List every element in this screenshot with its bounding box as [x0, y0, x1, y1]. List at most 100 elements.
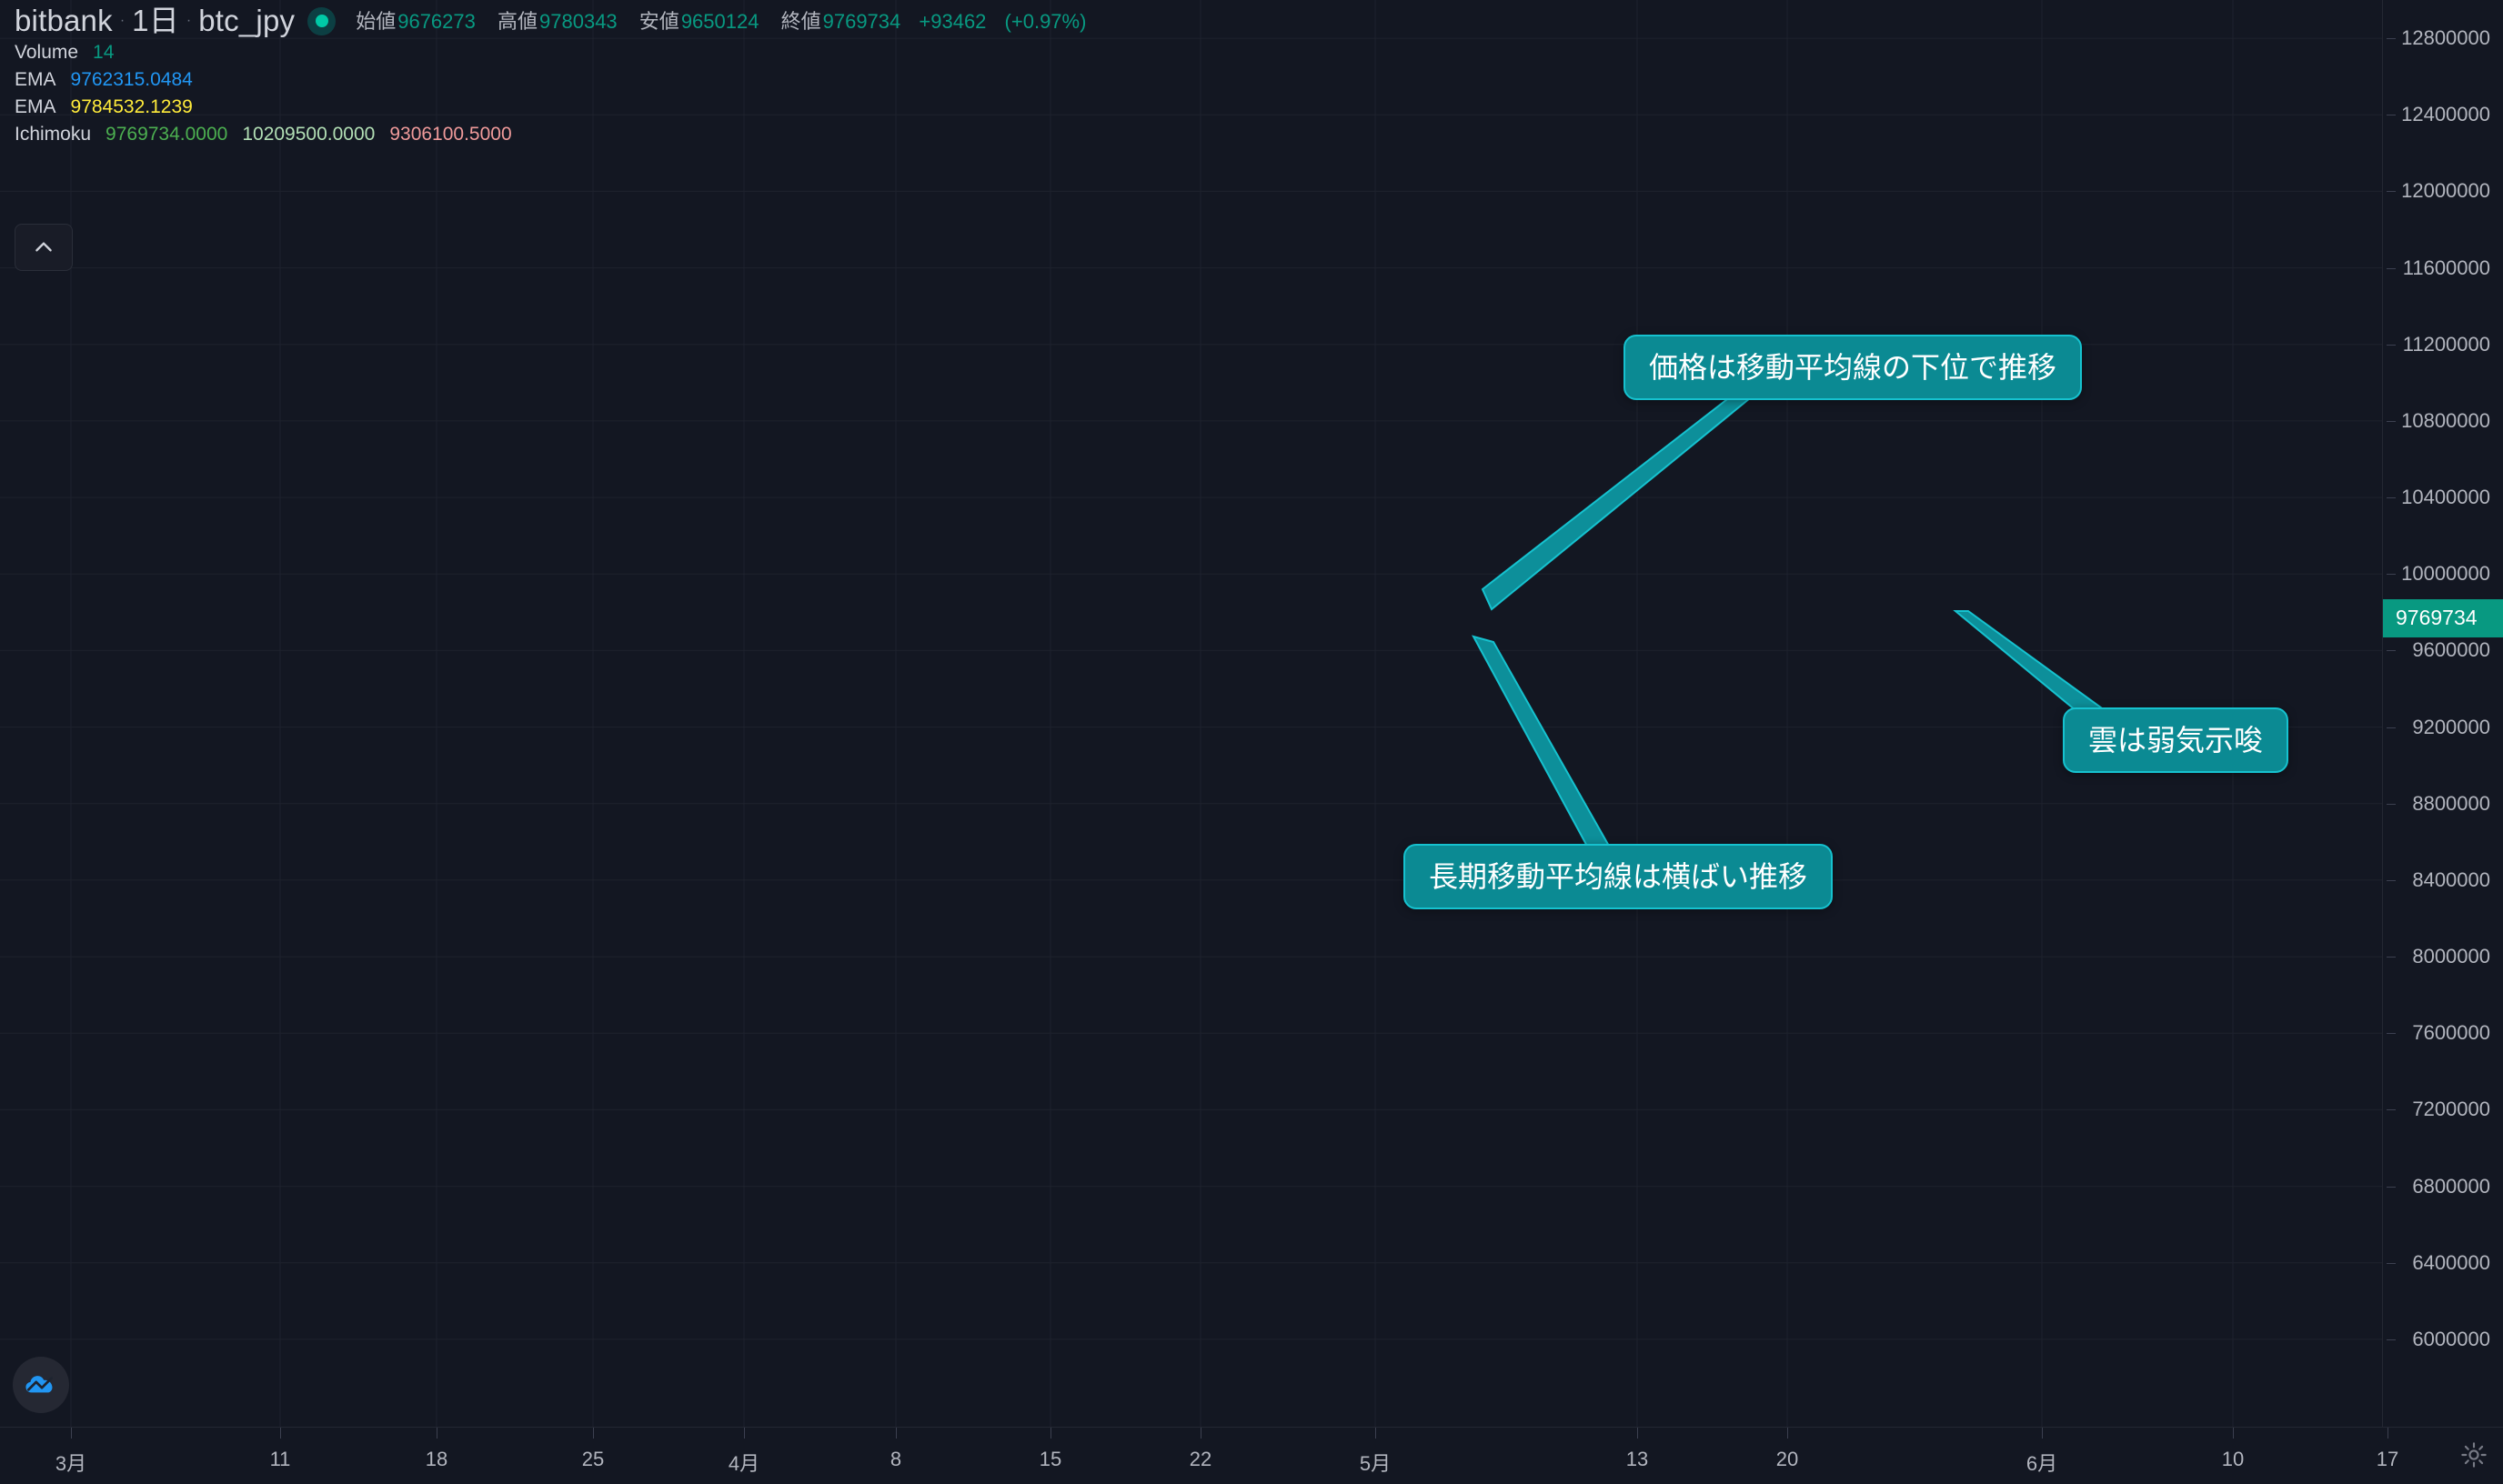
- price-axis-label: 6400000: [2412, 1250, 2490, 1274]
- time-axis[interactable]: 3月 11 18 25 4月 8 15 22 5月 13 20 6月 10 17: [0, 1427, 2503, 1484]
- indicator-name: EMA: [15, 68, 56, 90]
- high-label: 高値: [498, 9, 538, 33]
- price-axis-tick: [2387, 650, 2396, 652]
- indicator-row-volume-0[interactable]: Volume 14: [15, 41, 1086, 63]
- price-axis-tick: [2387, 879, 2396, 881]
- price-axis-tick: [2387, 38, 2396, 40]
- price-axis-tick: [2387, 957, 2396, 958]
- callout-leader-2: [1472, 635, 1612, 853]
- price-axis-label: 10400000: [2401, 486, 2490, 509]
- chart-plot-area[interactable]: [0, 0, 2383, 1428]
- price-axis-label: 10000000: [2401, 562, 2490, 586]
- indicator-name: Volume: [15, 41, 79, 63]
- price-axis-tick: [2387, 1262, 2396, 1264]
- time-axis-tick: [593, 1428, 594, 1439]
- price-axis-tick: [2387, 267, 2396, 269]
- chart-legend: bitbank · 1日 · btc_jpy 始値9676273 高値97803…: [15, 5, 1086, 152]
- change-value: +93462: [919, 9, 987, 33]
- indicator-value-0: 14: [93, 41, 115, 63]
- current-price-badge[interactable]: 9769734: [2383, 598, 2503, 637]
- time-axis-label: 20: [1775, 1448, 1799, 1470]
- legend-collapse-button[interactable]: [15, 224, 73, 271]
- time-axis-tick: [2387, 1428, 2388, 1439]
- gear-icon[interactable]: [2459, 1440, 2488, 1469]
- indicator-name: Ichimoku: [15, 123, 92, 145]
- exchange-name[interactable]: bitbank: [15, 4, 113, 37]
- ohlc-values: 始値9676273 高値9780343 安値9650124 終値9769734 …: [356, 11, 1086, 32]
- legend-separator-1: ·: [119, 12, 126, 28]
- time-axis-label: 25: [581, 1448, 605, 1470]
- high-value: 9780343: [539, 9, 618, 33]
- indicator-row-ichimoku-3[interactable]: Ichimoku 9769734.0000 10209500.0000 9306100…: [15, 123, 1086, 145]
- time-axis-tick: [1050, 1428, 1051, 1439]
- change-percent: (+0.97%): [1004, 9, 1087, 33]
- price-axis-tick: [2387, 191, 2396, 193]
- annotation-price-below-ma: 価格は移動平均線の下位で推移: [1623, 335, 2083, 400]
- legend-separator-2: ·: [186, 12, 192, 28]
- time-axis-tick: [280, 1428, 281, 1439]
- time-axis-tick: [744, 1428, 745, 1439]
- time-axis-tick: [71, 1428, 72, 1439]
- time-axis-label: 13: [1625, 1448, 1649, 1470]
- price-axis-label: 9200000: [2412, 715, 2490, 738]
- price-axis-label: 10800000: [2401, 408, 2490, 432]
- time-axis-tick: [1637, 1428, 1638, 1439]
- price-axis-label: 7200000: [2412, 1098, 2490, 1121]
- time-axis-label: 22: [1189, 1448, 1212, 1470]
- indicator-row-ema-2[interactable]: EMA 9784532.1239: [15, 95, 1086, 117]
- interval-label[interactable]: 1日: [132, 4, 179, 37]
- indicator-value-0: 9784532.1239: [70, 95, 193, 117]
- open-label: 始値: [356, 9, 397, 33]
- indicator-value-1: 10209500.0000: [242, 123, 376, 145]
- time-axis-label: 3月: [55, 1452, 87, 1475]
- price-axis-tick: [2387, 1186, 2396, 1188]
- time-axis-tick: [1375, 1428, 1376, 1439]
- close-label: 終値: [780, 9, 821, 33]
- indicator-name: EMA: [15, 95, 56, 117]
- price-axis-tick: [2387, 803, 2396, 805]
- price-axis-tick: [2387, 1109, 2396, 1111]
- indicator-value-0: 9769734.0000: [106, 123, 228, 145]
- symbol-name[interactable]: btc_jpy: [198, 4, 296, 37]
- price-axis-label: 9600000: [2412, 638, 2490, 662]
- price-axis-tick: [2387, 497, 2396, 499]
- price-axis-label: 6000000: [2412, 1327, 2490, 1350]
- indicator-row-ema-1[interactable]: EMA 9762315.0484: [15, 68, 1086, 90]
- time-axis-label: 8: [890, 1448, 902, 1470]
- chevron-up-icon: [35, 242, 52, 252]
- price-axis-label: 8400000: [2412, 867, 2490, 891]
- time-axis-tick: [2042, 1428, 2043, 1439]
- time-axis-label: 10: [2221, 1448, 2245, 1470]
- annotation-long-ma-flat: 長期移動平均線は横ばい推移: [1403, 844, 1834, 909]
- price-axis-label: 12800000: [2401, 26, 2490, 50]
- price-axis-tick: [2387, 1339, 2396, 1340]
- time-axis-tick: [1787, 1428, 1788, 1439]
- indicator-legend-rows: Volume 14 EMA 9762315.0484 EMA 9784532.1239 Ic…: [15, 41, 1086, 145]
- time-axis-label: 11: [269, 1448, 291, 1470]
- annotation-cloud-bearish: 雲は弱気示唆: [2063, 707, 2289, 773]
- time-axis-label: 6月: [2026, 1452, 2058, 1475]
- time-axis-label: 5月: [1359, 1452, 1392, 1475]
- price-axis-tick: [2387, 1033, 2396, 1035]
- time-axis-label: 18: [425, 1448, 448, 1470]
- low-label: 安値: [638, 9, 679, 33]
- price-axis-tick: [2387, 574, 2396, 576]
- time-axis-tick: [896, 1428, 897, 1439]
- time-axis-label: 4月: [728, 1452, 760, 1475]
- tradingview-logo-icon: [13, 1357, 69, 1413]
- time-axis-label: 15: [1039, 1448, 1062, 1470]
- indicator-value-2: 9306100.5000: [389, 123, 512, 145]
- price-axis-label: 12400000: [2401, 103, 2490, 126]
- price-axis-label: 7600000: [2412, 1021, 2490, 1045]
- open-value: 9676273: [397, 9, 476, 33]
- time-axis-tick: [2233, 1428, 2234, 1439]
- symbol-header[interactable]: bitbank · 1日 · btc_jpy 始値9676273 高値97803…: [15, 5, 1086, 37]
- price-axis[interactable]: 12800000 12400000 12000000 11600000 11200000…: [2382, 0, 2503, 1428]
- market-status-dot-icon[interactable]: [307, 6, 337, 35]
- price-axis-tick: [2387, 727, 2396, 728]
- price-axis-tick: [2387, 420, 2396, 422]
- price-axis-label: 8800000: [2412, 791, 2490, 815]
- price-axis-label: 11600000: [2402, 256, 2490, 279]
- time-axis-label: 17: [2376, 1448, 2399, 1470]
- low-value: 9650124: [680, 9, 759, 33]
